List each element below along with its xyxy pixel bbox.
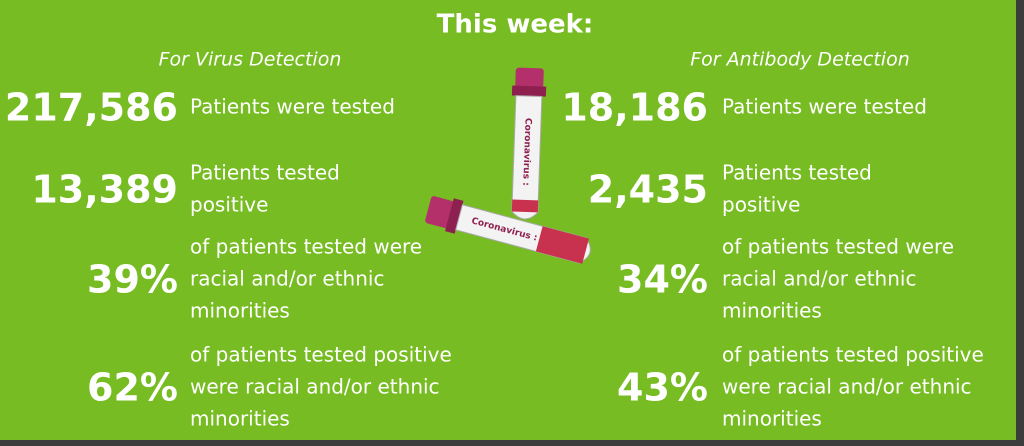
- stat-value: 43%: [617, 366, 708, 410]
- stat-description: racial and/or ethnic: [722, 267, 916, 291]
- column-subtitle: For Antibody Detection: [690, 49, 910, 71]
- stat-description: of patients tested were: [190, 235, 422, 259]
- stat-description: positive: [190, 193, 268, 217]
- stat-value: 18,186: [561, 86, 708, 130]
- stat-description: minorities: [190, 299, 290, 323]
- stat-value: 39%: [87, 258, 178, 302]
- tube-tilted: Coronavirus :: [425, 196, 591, 264]
- stat-description: minorities: [722, 299, 822, 323]
- stat-description: Patients tested: [722, 161, 872, 185]
- stat-value: 34%: [617, 258, 708, 302]
- stat-description: of patients tested positive: [722, 343, 984, 367]
- stat-value: 62%: [87, 366, 178, 410]
- stat-description: of patients tested were: [722, 235, 954, 259]
- tube-label: Coronavirus :: [520, 118, 532, 186]
- stat-value: 2,435: [588, 168, 708, 212]
- stat-value: 13,389: [31, 168, 178, 212]
- stat-description: minorities: [190, 407, 290, 431]
- column-subtitle: For Virus Detection: [159, 49, 342, 71]
- stat-description: minorities: [722, 407, 822, 431]
- stat-description: positive: [722, 193, 800, 217]
- stat-description: Patients were tested: [722, 95, 927, 119]
- title: This week:: [437, 10, 594, 40]
- stat-description: of patients tested positive: [190, 343, 452, 367]
- stat-description: racial and/or ethnic: [190, 267, 384, 291]
- stat-description: Patients were tested: [190, 95, 395, 119]
- stat-description: Patients tested: [190, 161, 340, 185]
- stat-description: were racial and/or ethnic: [190, 375, 440, 399]
- stat-description: were racial and/or ethnic: [722, 375, 972, 399]
- stat-value: 217,586: [5, 86, 178, 130]
- tube-vertical: Coronavirus :: [511, 67, 547, 220]
